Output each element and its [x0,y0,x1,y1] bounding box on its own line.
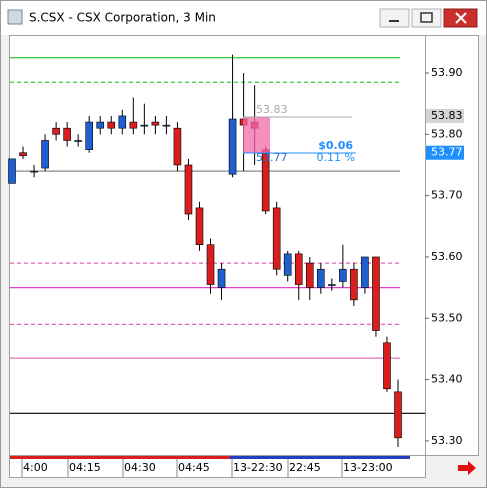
minimize-button[interactable] [379,8,410,28]
candle-body [217,268,226,288]
session-bar-red [10,456,230,459]
candle-body [162,124,171,127]
candle-body [30,170,38,173]
candle-body [184,164,193,215]
candle-body [96,121,105,129]
candle-body [372,256,380,331]
restore-button[interactable] [411,8,442,28]
close-icon [455,12,467,24]
candle-body [8,158,16,184]
y-tick-label: 53.90 [431,66,463,79]
measure-box [243,117,270,153]
y-tick-label: 53.60 [431,250,463,263]
x-tick-label: 04:30 [124,461,156,474]
candle-body [19,152,27,157]
candle-body [74,140,82,142]
session-bar-blue [230,456,410,459]
y-tick-label: 53.70 [431,189,463,202]
y-tick-label: 53.30 [431,434,463,447]
candle-body [41,140,49,169]
candle-body [129,121,138,129]
candle-body [383,342,391,390]
measure-change: $0.06 [318,139,353,152]
price-axis [425,35,479,456]
candle-body [195,207,204,245]
y-tick-label: 53.50 [431,311,463,324]
candle-body [328,284,336,286]
measure-low: 53.77 [256,151,288,164]
candle-body [394,391,402,439]
x-tick-label: 22:45 [289,461,321,474]
candle-body [140,124,149,127]
candle-body [305,262,314,288]
y-tick-label: 53.40 [431,373,463,386]
candle-body [63,127,71,141]
scroll-arrow[interactable] [458,461,476,475]
candle-body [52,127,60,135]
restore-icon [420,12,433,23]
price-label: 53.83 [431,109,463,122]
x-tick-label: 4:00 [23,461,48,474]
x-tick-label: 13-23:00 [343,461,393,474]
candle-body [316,268,325,288]
x-tick-label: 04:15 [69,461,101,474]
y-tick-label: 53.80 [431,127,463,140]
candle-body [294,253,303,285]
candle-body [339,268,347,282]
x-tick-label: 13-22:30 [233,461,283,474]
price-label-box [426,108,464,123]
candle-body [151,121,160,126]
x-tick-label: 04:45 [178,461,210,474]
candle-body [272,207,281,270]
plot-area [9,35,426,456]
candle-body [206,244,215,285]
candle-body [85,121,93,150]
price-label: 53.77 [431,146,463,159]
candle-body [173,127,182,166]
candle-body [361,256,369,288]
candle-body [228,118,237,175]
price-label-box [426,145,464,160]
app-icon [7,9,23,25]
window-title: S.CSX - CSX Corporation, 3 Min [29,11,216,25]
measure-percent: 0.11 % [317,151,355,164]
measure-high: 53.83 [256,103,288,116]
candle-body [283,253,292,276]
candle-body [107,121,116,129]
candle-body [350,268,358,301]
candle-body [118,115,127,129]
time-axis [9,455,426,478]
